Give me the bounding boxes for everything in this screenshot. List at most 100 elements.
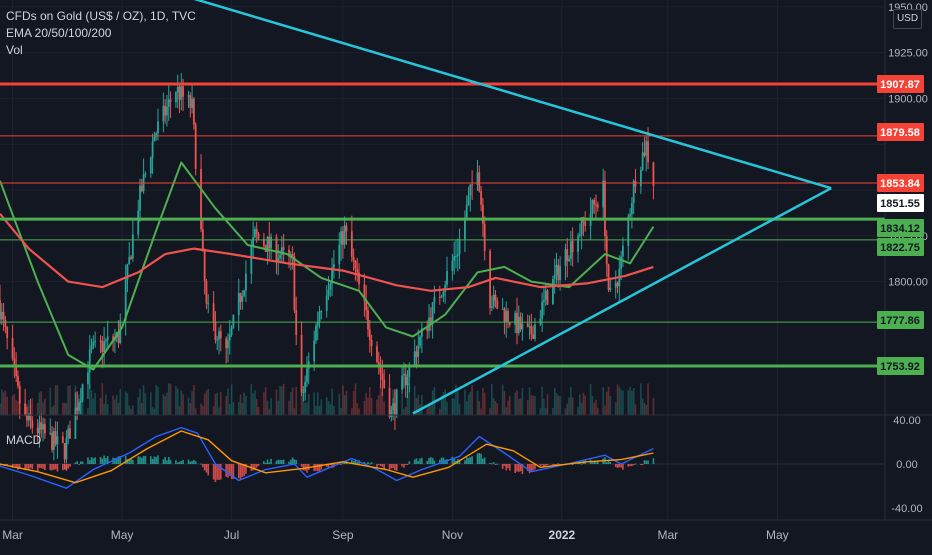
candle-body bbox=[191, 98, 193, 108]
volume-bar bbox=[132, 405, 134, 415]
macd-histogram-bar bbox=[103, 455, 105, 464]
macd-histogram-bar bbox=[302, 464, 305, 471]
candle-body bbox=[433, 296, 436, 303]
macd-histogram-bar bbox=[614, 464, 617, 467]
macd-histogram-bar bbox=[627, 464, 630, 467]
macd-histogram-bar bbox=[117, 456, 120, 464]
volume-bar bbox=[295, 386, 297, 415]
volume-bar bbox=[241, 403, 244, 415]
volume-bar bbox=[570, 386, 572, 415]
volume-bar bbox=[6, 396, 8, 415]
candle-body bbox=[546, 290, 549, 305]
candle-body bbox=[420, 328, 423, 337]
macd-indicator-label[interactable]: MACD bbox=[6, 433, 42, 447]
macd-histogram-bar bbox=[618, 464, 621, 468]
candle-body bbox=[354, 260, 357, 269]
macd-histogram-bar bbox=[87, 457, 89, 464]
volume-bar bbox=[368, 387, 371, 415]
macd-histogram-bar bbox=[343, 461, 346, 464]
candle-body bbox=[505, 310, 508, 323]
candle-body bbox=[24, 403, 27, 416]
volume-bar bbox=[333, 405, 335, 415]
volume-bar bbox=[557, 395, 560, 415]
macd-histogram-bar bbox=[607, 459, 610, 464]
volume-bar bbox=[404, 406, 407, 415]
volume-bar bbox=[631, 390, 633, 415]
volume-bar bbox=[444, 389, 446, 415]
candle-body bbox=[426, 328, 429, 331]
macd-histogram-bar bbox=[632, 464, 635, 466]
candle-body bbox=[490, 306, 493, 308]
volume-bar bbox=[320, 399, 323, 415]
volume-bar bbox=[306, 402, 308, 415]
ema-lines bbox=[0, 161, 655, 371]
candle-body bbox=[155, 133, 158, 137]
volume-bar bbox=[478, 401, 481, 415]
volume-indicator-label[interactable]: Vol bbox=[6, 43, 23, 57]
macd-histogram-bar bbox=[26, 464, 28, 469]
candle-body bbox=[634, 180, 637, 187]
macd-histogram-bar bbox=[65, 464, 68, 471]
volume-bar bbox=[105, 394, 107, 415]
volume-bar bbox=[106, 404, 109, 415]
macd-histogram-bar bbox=[115, 457, 118, 464]
candle-body bbox=[456, 254, 459, 257]
candle-body bbox=[345, 225, 348, 232]
candle-body bbox=[291, 253, 294, 257]
currency-selector[interactable]: USD bbox=[893, 9, 922, 29]
macd-histogram-bar bbox=[245, 464, 247, 474]
volume-bar bbox=[489, 407, 491, 415]
volume-bar bbox=[645, 404, 648, 415]
macd-histogram-bar bbox=[354, 460, 357, 464]
candle-body bbox=[508, 322, 511, 325]
macd-histogram-bar bbox=[403, 464, 405, 468]
ema-indicator-label[interactable]: EMA 20/50/100/200 bbox=[6, 26, 112, 40]
volume-bar bbox=[440, 395, 443, 415]
macd-histogram-bar bbox=[313, 464, 315, 472]
candle-body bbox=[54, 431, 57, 445]
symbol-title[interactable]: CFDs on Gold (US$ / OZ), 1D, TVC bbox=[6, 9, 196, 23]
candle-body bbox=[557, 264, 560, 281]
volume-bar bbox=[49, 387, 52, 415]
candle-body bbox=[559, 266, 561, 281]
macd-histogram-bar bbox=[609, 462, 612, 464]
candle-body bbox=[51, 432, 53, 450]
volume-bar bbox=[126, 393, 129, 415]
volume-bar bbox=[275, 389, 278, 415]
candle-body bbox=[394, 403, 396, 415]
macd-histogram-bar bbox=[214, 464, 217, 483]
candle-body bbox=[218, 331, 220, 340]
level-label-text: 1822.75 bbox=[880, 242, 920, 254]
candle-body bbox=[580, 217, 583, 235]
candle-body bbox=[130, 256, 132, 259]
candle-body bbox=[282, 247, 285, 250]
volume-bar bbox=[266, 400, 269, 415]
volume-bar bbox=[589, 384, 592, 415]
macd-histogram-bar bbox=[162, 459, 165, 464]
macd-histogram-bar bbox=[605, 462, 608, 464]
volume-bar bbox=[92, 398, 95, 415]
macd-histogram-bar bbox=[629, 464, 631, 467]
volume-bar bbox=[302, 389, 305, 415]
macd-histogram-bar bbox=[157, 455, 159, 464]
candle-body bbox=[356, 268, 359, 273]
macd-histogram-bar bbox=[99, 456, 102, 464]
volume-bar bbox=[167, 383, 170, 415]
macd-histogram-bar bbox=[408, 461, 411, 464]
volume-bar bbox=[543, 398, 545, 415]
volume-bar bbox=[526, 400, 529, 415]
time-axis[interactable]: Mar May Jul Sep Nov 2022 Mar May bbox=[2, 528, 788, 542]
macd-histogram-bar bbox=[295, 460, 297, 464]
candle-body bbox=[530, 326, 533, 335]
level-label-text: 1753.92 bbox=[880, 361, 920, 373]
macd-histogram-bar bbox=[394, 464, 396, 471]
volume-bar bbox=[632, 387, 635, 415]
candle-body bbox=[332, 264, 335, 268]
candle-body bbox=[289, 253, 292, 257]
macd-histogram-bar bbox=[175, 460, 177, 464]
volume-bar bbox=[559, 395, 561, 415]
macd-axis[interactable]: 40.00 0.00 -40.00 bbox=[891, 415, 922, 515]
candle-body bbox=[401, 375, 404, 390]
